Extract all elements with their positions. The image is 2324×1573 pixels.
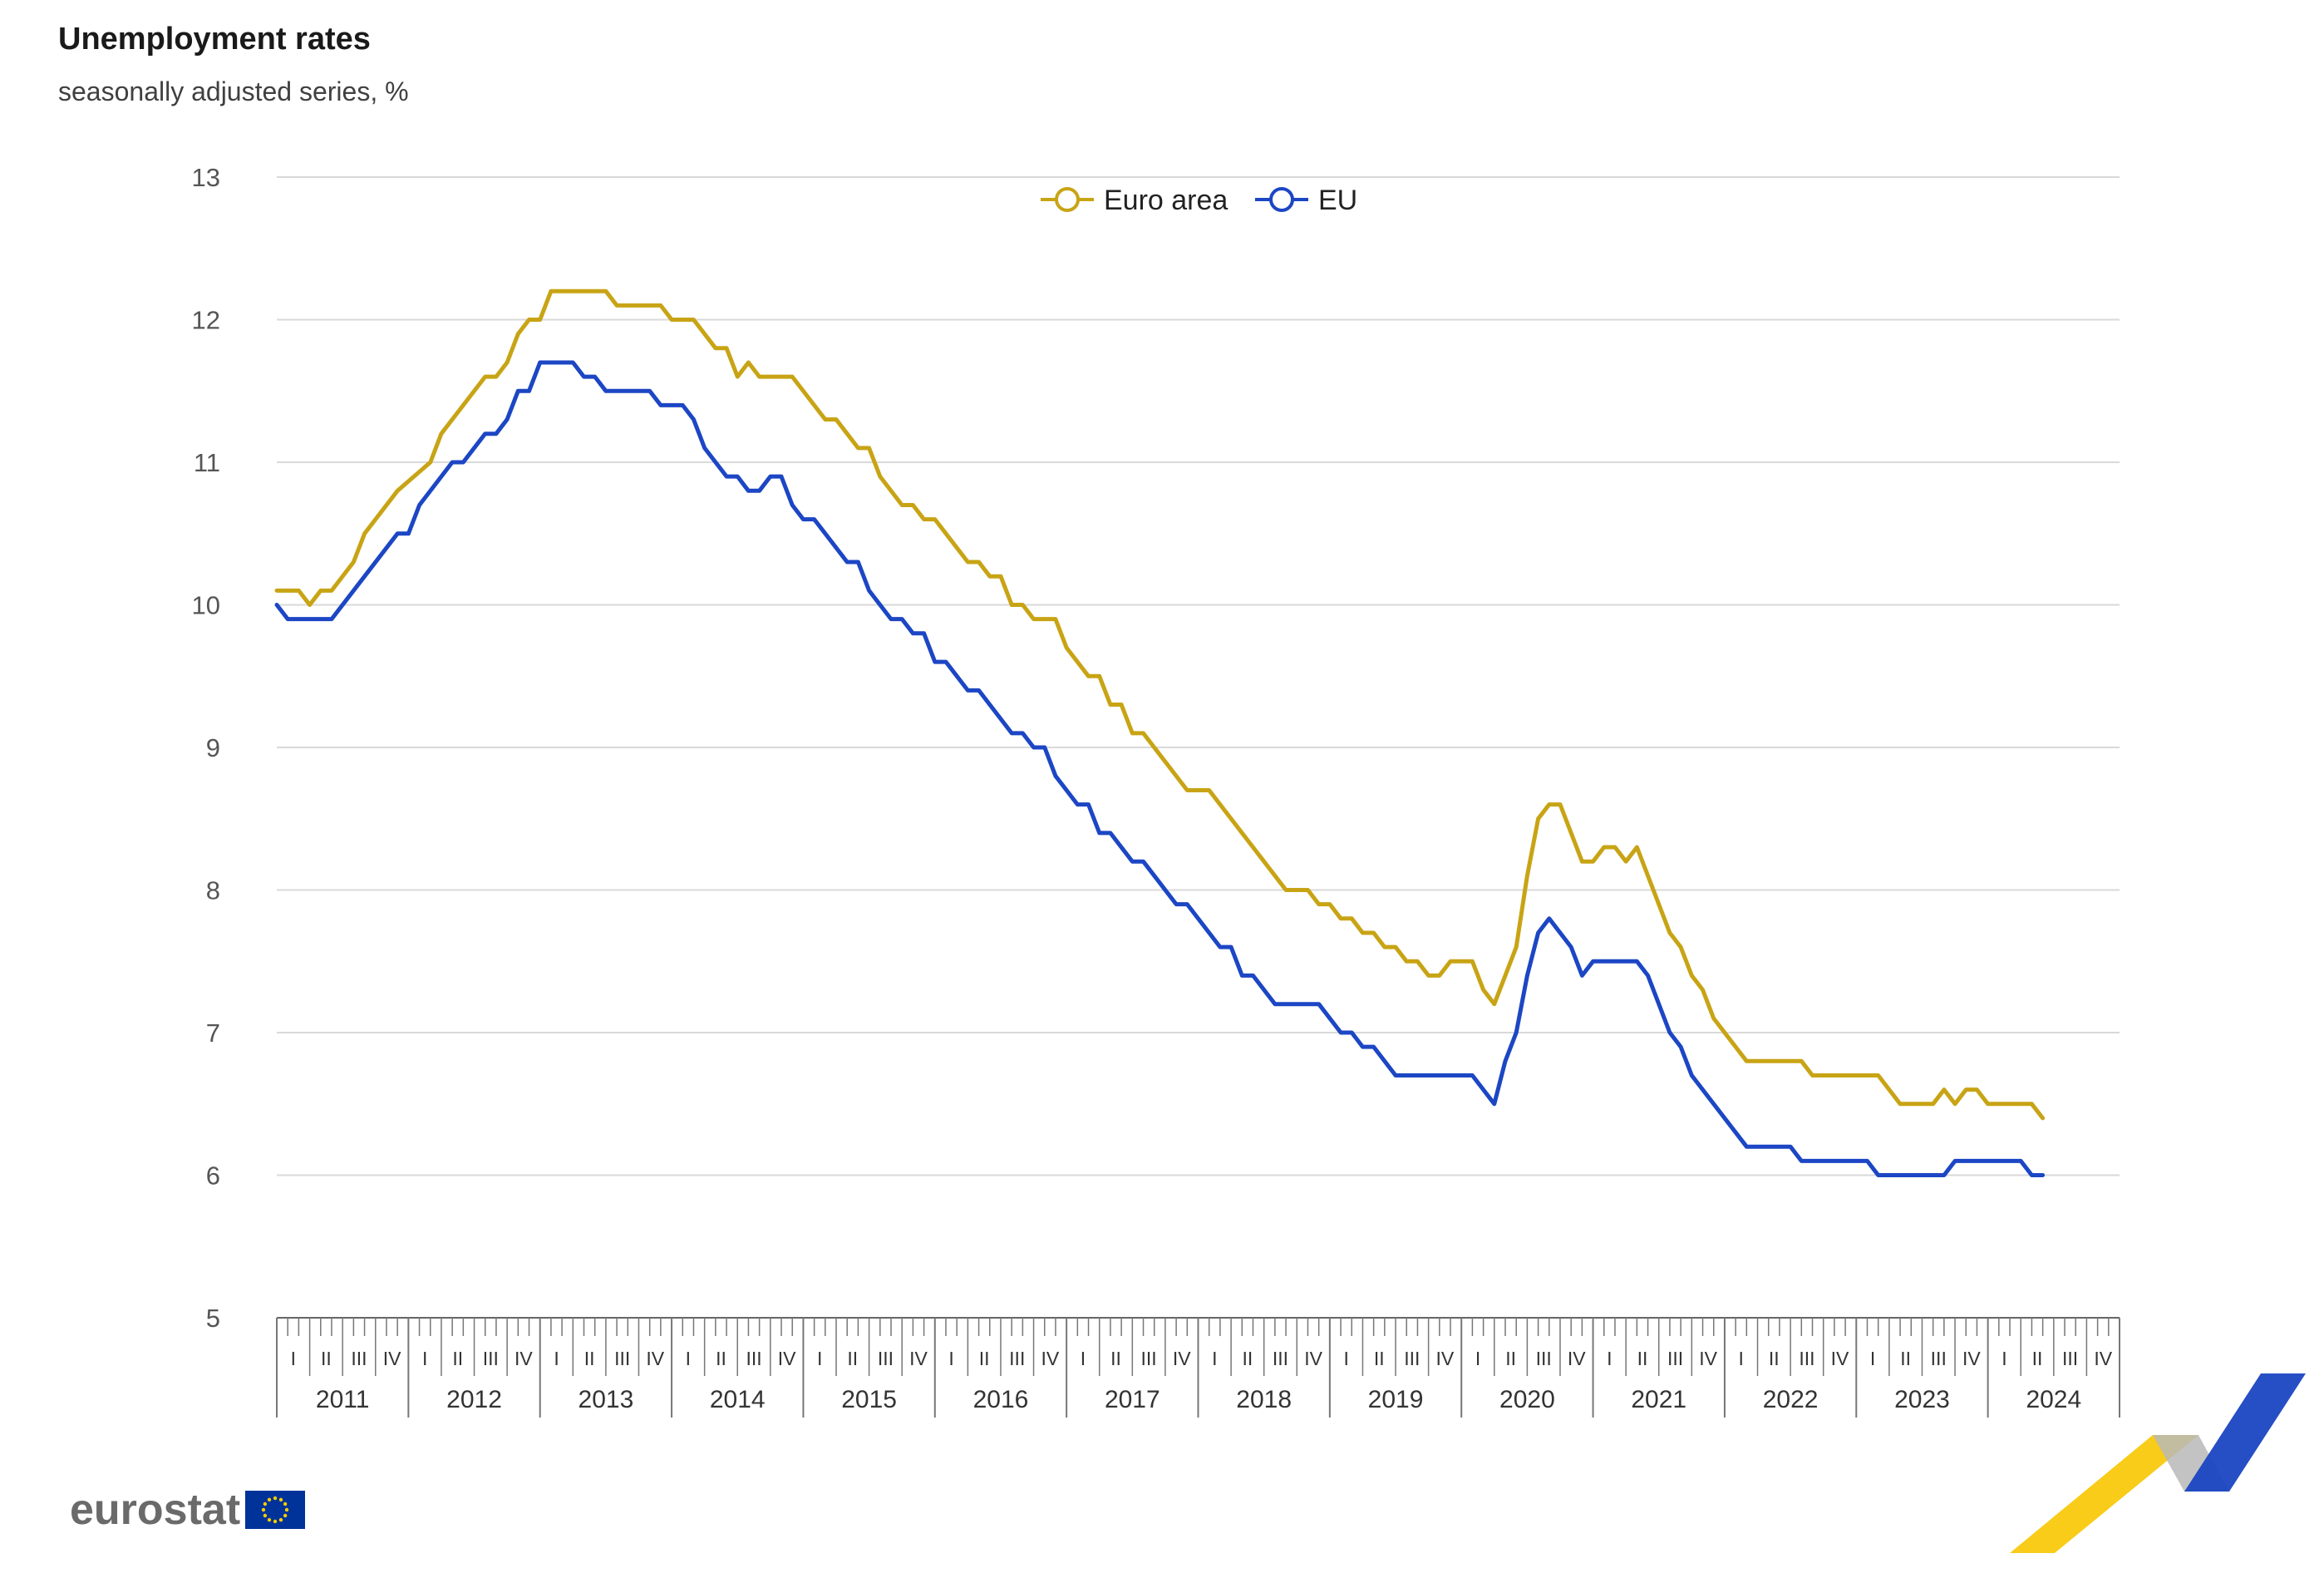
quarter-tick-label: IV <box>1831 1348 1849 1369</box>
year-tick-label: 2011 <box>316 1386 370 1413</box>
quarter-tick-label: IV <box>1041 1348 1059 1369</box>
year-tick-label: 2014 <box>710 1386 766 1413</box>
quarter-tick-label: I <box>422 1348 427 1369</box>
year-tick-label: 2016 <box>973 1386 1029 1413</box>
quarter-tick-label: IV <box>1962 1348 1981 1369</box>
quarter-tick-label: III <box>1009 1348 1025 1369</box>
legend: Euro area EU <box>1041 185 1357 216</box>
year-tick-label: 2022 <box>1763 1386 1819 1413</box>
y-tick-label: 10 <box>192 591 220 620</box>
quarter-tick-label: III <box>1931 1348 1947 1369</box>
quarter-tick-label: III <box>1799 1348 1814 1369</box>
legend-marker-euro-area <box>1055 187 1080 212</box>
quarter-tick-label: II <box>1110 1348 1121 1369</box>
grid-lines <box>277 176 2120 1176</box>
year-tick-label: 2012 <box>446 1386 502 1413</box>
quarter-tick-label: I <box>1081 1348 1086 1369</box>
quarter-tick-label: IV <box>646 1348 664 1369</box>
quarter-tick-label: IV <box>515 1348 533 1369</box>
eurostat-swoosh-decoration <box>2010 1373 2306 1553</box>
quarter-tick-label: III <box>351 1348 367 1369</box>
quarter-tick-label: II <box>321 1348 332 1369</box>
y-tick-label: 5 <box>206 1304 220 1333</box>
year-tick-label: 2017 <box>1105 1386 1160 1413</box>
quarter-tick-label: III <box>1667 1348 1683 1369</box>
quarter-tick-label: IV <box>909 1348 928 1369</box>
year-tick-label: 2013 <box>579 1386 634 1413</box>
quarter-tick-label: II <box>1242 1348 1253 1369</box>
quarter-tick-label: II <box>1637 1348 1648 1369</box>
quarter-tick-label: I <box>1343 1348 1348 1369</box>
y-tick-label: 9 <box>206 733 220 762</box>
quarter-tick-label: II <box>979 1348 990 1369</box>
quarter-tick-label: I <box>1739 1348 1744 1369</box>
eurostat-logo: eurostat <box>70 1480 306 1540</box>
y-axis-ticks: 5 6 7 8 9 10 11 12 13 <box>192 163 220 1333</box>
quarter-tick-label: I <box>686 1348 691 1369</box>
quarter-tick-label: III <box>1141 1348 1157 1369</box>
quarter-tick-label: I <box>948 1348 953 1369</box>
series-line-euro-area[interactable] <box>274 288 2046 1121</box>
year-tick-label: 2019 <box>1368 1386 1424 1413</box>
quarter-tick-label: II <box>1374 1348 1385 1369</box>
quarter-tick-label: III <box>614 1348 630 1369</box>
legend-marker-eu <box>1269 187 1294 212</box>
legend-item-euro-area[interactable]: Euro area <box>1041 185 1228 216</box>
eu-flag-icon <box>245 1491 306 1529</box>
quarter-tick-label: II <box>1900 1348 1911 1369</box>
quarter-tick-label: I <box>1475 1348 1480 1369</box>
logo-text: eurostat <box>70 1486 241 1534</box>
y-tick-label: 13 <box>192 163 220 192</box>
quarter-tick-label: II <box>1505 1348 1516 1369</box>
quarter-tick-label: I <box>817 1348 822 1369</box>
legend-label-euro-area: Euro area <box>1104 185 1228 216</box>
quarter-tick-label: IV <box>1568 1348 1586 1369</box>
quarter-tick-label: IV <box>1304 1348 1322 1369</box>
year-tick-label: 2021 <box>1631 1386 1686 1413</box>
quarter-tick-label: II <box>1769 1348 1780 1369</box>
year-tick-label: 2018 <box>1236 1386 1292 1413</box>
quarter-tick-label: IV <box>383 1348 401 1369</box>
quarter-tick-label: IV <box>778 1348 796 1369</box>
quarter-tick-label: II <box>847 1348 858 1369</box>
quarter-tick-label: IV <box>1173 1348 1191 1369</box>
y-tick-label: 6 <box>206 1161 220 1191</box>
year-tick-label: 2015 <box>841 1386 897 1413</box>
quarter-tick-label: IV <box>1699 1348 1717 1369</box>
quarter-tick-label: I <box>291 1348 296 1369</box>
y-tick-label: 11 <box>194 448 220 477</box>
quarter-tick-label: III <box>746 1348 761 1369</box>
year-tick-label: 2020 <box>1499 1386 1555 1413</box>
quarter-tick-label: IV <box>2094 1348 2112 1369</box>
quarter-tick-label: IV <box>1436 1348 1455 1369</box>
year-tick-label: 2023 <box>1894 1386 1950 1413</box>
chart-title: Unemployment rates <box>58 22 371 57</box>
quarter-tick-label: III <box>1404 1348 1420 1369</box>
quarter-tick-label: I <box>2001 1348 2006 1369</box>
quarter-tick-label: I <box>1607 1348 1612 1369</box>
quarter-tick-label: III <box>878 1348 894 1369</box>
quarter-tick-label: II <box>584 1348 595 1369</box>
series-lines <box>274 288 2046 1177</box>
legend-item-eu[interactable]: EU <box>1255 185 1357 216</box>
y-tick-label: 7 <box>206 1018 220 1048</box>
series-line-eu[interactable] <box>274 360 2046 1177</box>
quarter-tick-label: II <box>716 1348 726 1369</box>
legend-label-eu: EU <box>1318 185 1357 216</box>
y-tick-label: 8 <box>206 876 220 905</box>
quarter-tick-label: III <box>1273 1348 1288 1369</box>
quarter-tick-label: II <box>2032 1348 2043 1369</box>
chart-subtitle: seasonally adjusted series, % <box>58 76 409 106</box>
quarter-tick-label: I <box>1212 1348 1217 1369</box>
quarter-tick-label: III <box>483 1348 499 1369</box>
y-tick-label: 12 <box>192 306 220 335</box>
quarter-tick-label: III <box>1536 1348 1552 1369</box>
quarter-tick-label: II <box>452 1348 463 1369</box>
quarter-tick-label: III <box>2062 1348 2078 1369</box>
quarter-tick-label: I <box>1870 1348 1875 1369</box>
year-tick-label: 2024 <box>2026 1386 2081 1413</box>
quarter-tick-label: I <box>554 1348 559 1369</box>
